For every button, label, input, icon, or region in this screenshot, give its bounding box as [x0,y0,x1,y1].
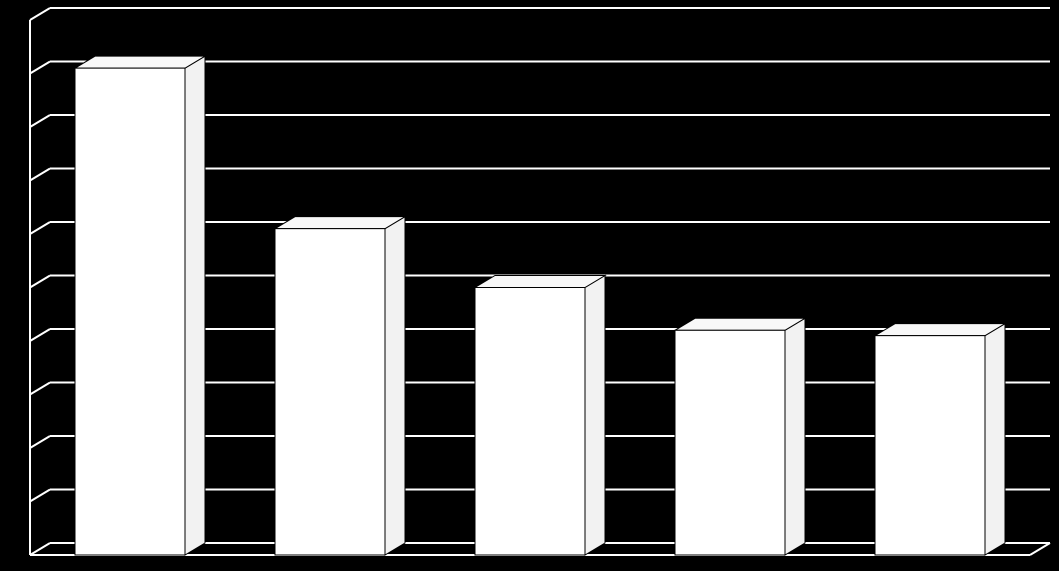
bar-side [385,217,405,555]
bar-top [75,56,205,68]
bar-front [875,336,985,555]
bar-top [275,217,405,229]
bar [275,217,405,555]
bar-front [675,330,785,555]
bar-top [875,324,1005,336]
bar-front [275,229,385,555]
bar [875,324,1005,555]
bar-front [475,288,585,556]
bar-side [785,318,805,555]
chart-svg [0,0,1059,571]
bar-chart-3d [0,0,1059,571]
bar [475,276,605,556]
bar-front [75,68,185,555]
bar-top [675,318,805,330]
bar-side [985,324,1005,555]
bar [75,56,205,555]
bar-top [475,276,605,288]
bar [675,318,805,555]
bar-side [185,56,205,555]
bar-side [585,276,605,556]
